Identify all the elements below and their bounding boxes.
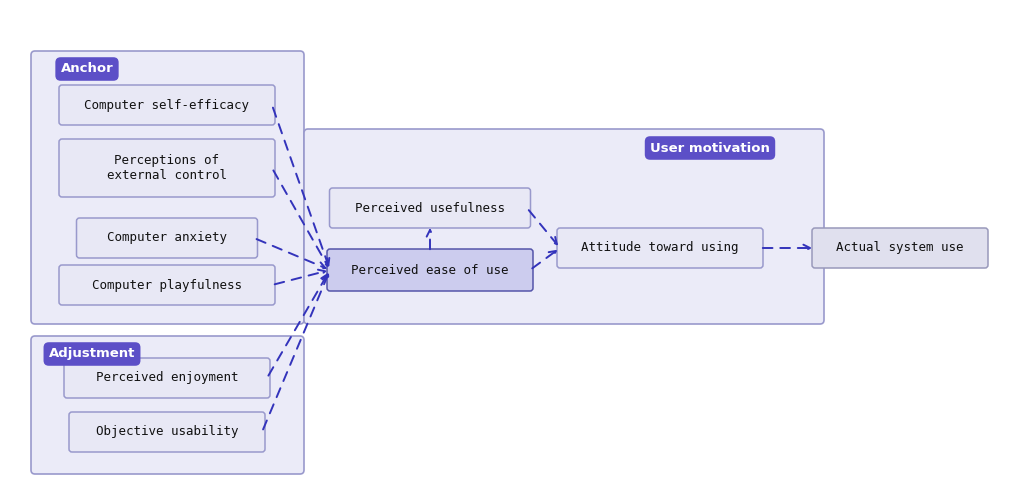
FancyBboxPatch shape xyxy=(59,85,275,125)
Text: Perceived enjoyment: Perceived enjoyment xyxy=(96,371,239,385)
FancyBboxPatch shape xyxy=(330,188,530,228)
FancyBboxPatch shape xyxy=(304,129,824,324)
Text: User motivation: User motivation xyxy=(650,142,770,155)
FancyBboxPatch shape xyxy=(69,412,265,452)
FancyBboxPatch shape xyxy=(63,358,270,398)
FancyBboxPatch shape xyxy=(31,336,304,474)
Text: Actual system use: Actual system use xyxy=(837,242,964,254)
FancyBboxPatch shape xyxy=(327,249,534,291)
Text: Anchor: Anchor xyxy=(60,63,114,76)
Text: Adjustment: Adjustment xyxy=(49,347,135,360)
Text: Computer anxiety: Computer anxiety xyxy=(106,232,227,245)
Text: Computer self-efficacy: Computer self-efficacy xyxy=(85,98,250,111)
Text: Perceptions of
external control: Perceptions of external control xyxy=(106,154,227,182)
Text: Objective usability: Objective usability xyxy=(96,425,239,438)
FancyBboxPatch shape xyxy=(557,228,763,268)
Text: Perceived ease of use: Perceived ease of use xyxy=(351,263,509,276)
FancyBboxPatch shape xyxy=(77,218,257,258)
Text: Perceived usefulness: Perceived usefulness xyxy=(355,201,505,215)
Text: Computer playfulness: Computer playfulness xyxy=(92,278,242,292)
Text: Attitude toward using: Attitude toward using xyxy=(582,242,738,254)
FancyBboxPatch shape xyxy=(31,51,304,324)
FancyBboxPatch shape xyxy=(59,265,275,305)
FancyBboxPatch shape xyxy=(59,139,275,197)
FancyBboxPatch shape xyxy=(812,228,988,268)
